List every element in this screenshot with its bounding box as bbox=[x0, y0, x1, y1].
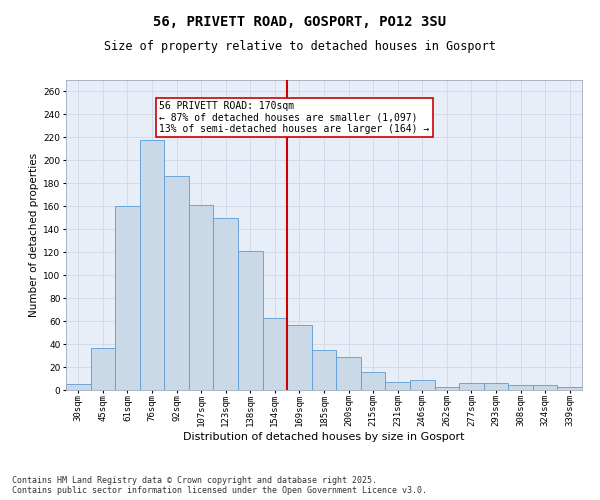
Bar bbox=[189, 205, 214, 390]
Text: Contains HM Land Registry data © Crown copyright and database right 2025.: Contains HM Land Registry data © Crown c… bbox=[12, 476, 377, 485]
Bar bbox=[91, 348, 115, 390]
Bar bbox=[459, 383, 484, 390]
Bar bbox=[361, 372, 385, 390]
Text: 56, PRIVETT ROAD, GOSPORT, PO12 3SU: 56, PRIVETT ROAD, GOSPORT, PO12 3SU bbox=[154, 15, 446, 29]
Text: 56 PRIVETT ROAD: 170sqm
← 87% of detached houses are smaller (1,097)
13% of semi: 56 PRIVETT ROAD: 170sqm ← 87% of detache… bbox=[160, 100, 430, 134]
Bar bbox=[238, 251, 263, 390]
Bar bbox=[557, 386, 582, 390]
Bar bbox=[164, 176, 189, 390]
Bar bbox=[385, 382, 410, 390]
Bar bbox=[336, 356, 361, 390]
Bar bbox=[115, 206, 140, 390]
Bar bbox=[312, 350, 336, 390]
Y-axis label: Number of detached properties: Number of detached properties bbox=[29, 153, 39, 317]
Bar bbox=[533, 386, 557, 390]
Bar bbox=[140, 140, 164, 390]
Bar bbox=[508, 386, 533, 390]
Bar bbox=[214, 218, 238, 390]
Bar bbox=[263, 318, 287, 390]
Text: Size of property relative to detached houses in Gosport: Size of property relative to detached ho… bbox=[104, 40, 496, 53]
Bar bbox=[434, 386, 459, 390]
X-axis label: Distribution of detached houses by size in Gosport: Distribution of detached houses by size … bbox=[183, 432, 465, 442]
Bar bbox=[484, 383, 508, 390]
Text: Contains public sector information licensed under the Open Government Licence v3: Contains public sector information licen… bbox=[12, 486, 427, 495]
Bar bbox=[410, 380, 434, 390]
Bar bbox=[66, 384, 91, 390]
Bar bbox=[287, 324, 312, 390]
